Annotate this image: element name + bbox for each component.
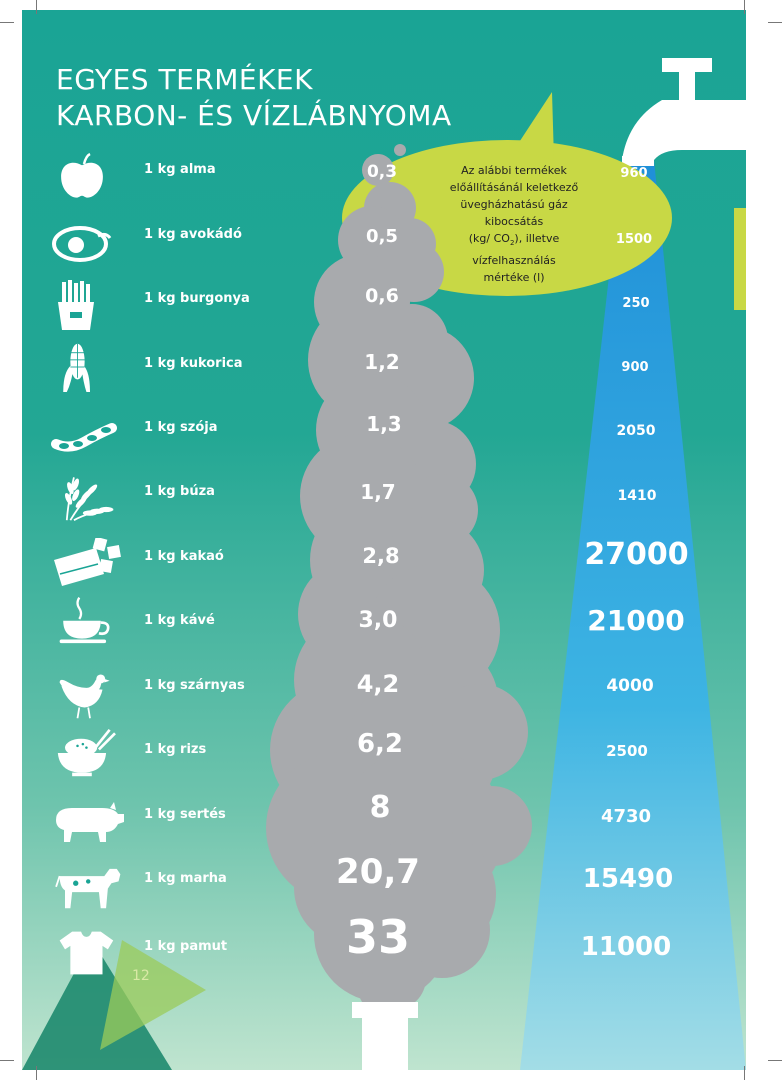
water-value: 4730 bbox=[600, 806, 652, 827]
row-label: 1 kg avokádó bbox=[144, 227, 242, 242]
smoke-cloud bbox=[266, 144, 532, 1010]
bubble-line: vízfelhasználás bbox=[472, 254, 556, 268]
co2-value: 0,3 bbox=[366, 162, 398, 182]
co2-value: 1,2 bbox=[364, 350, 400, 374]
chimney bbox=[352, 1002, 418, 1070]
co2-value: 0,5 bbox=[366, 226, 398, 247]
crop-mark bbox=[768, 1060, 782, 1061]
co2-value: 6,2 bbox=[356, 729, 404, 759]
crop-mark bbox=[0, 1060, 14, 1061]
co2-value: 3,0 bbox=[358, 608, 398, 633]
page-title-line1: EGYES TERMÉKEK bbox=[56, 63, 313, 96]
water-value: 1500 bbox=[615, 232, 653, 247]
crop-mark bbox=[36, 1066, 37, 1080]
co2-value: 4,2 bbox=[356, 670, 400, 698]
row-label: 1 kg kávé bbox=[144, 613, 215, 628]
crop-mark bbox=[744, 0, 745, 14]
background-illustration bbox=[22, 58, 746, 1070]
fries-icon bbox=[58, 280, 94, 330]
co2-value: 8 bbox=[369, 790, 391, 825]
water-value: 21000 bbox=[587, 604, 685, 637]
crop-mark bbox=[768, 22, 782, 23]
page-title: EGYES TERMÉKEK KARBON- ÉS VÍZLÁBNYOMA bbox=[56, 62, 452, 134]
row-label: 1 kg szója bbox=[144, 420, 218, 435]
co2-value: 1,3 bbox=[366, 412, 402, 436]
page-number: 12 bbox=[132, 968, 150, 984]
bubble-text: Az alábbi termékek előállításánál keletk… bbox=[434, 162, 594, 286]
co2-value: 33 bbox=[345, 910, 410, 964]
row-label: 1 kg búza bbox=[144, 484, 215, 499]
bubble-line-part: (kg/ CO bbox=[468, 232, 510, 245]
row-label: 1 kg kukorica bbox=[144, 356, 243, 371]
bubble-line: mértéke (l) bbox=[483, 271, 545, 285]
bubble-line-part: ), illetve bbox=[514, 232, 560, 245]
row-label: 1 kg pamut bbox=[144, 939, 228, 954]
water-stream bbox=[520, 160, 746, 1070]
water-value: 900 bbox=[621, 360, 649, 375]
soybean-icon bbox=[51, 423, 117, 452]
co2-value: 2,8 bbox=[362, 544, 400, 568]
row-label: 1 kg alma bbox=[144, 162, 216, 177]
crop-mark bbox=[0, 22, 14, 23]
co2-value: 20,7 bbox=[336, 852, 420, 892]
water-value: 27000 bbox=[584, 537, 689, 572]
water-value: 2050 bbox=[616, 423, 656, 439]
tap-icon bbox=[622, 58, 746, 166]
row-label: 1 kg szárnyas bbox=[144, 678, 245, 693]
edge-tab bbox=[734, 208, 746, 310]
crop-mark bbox=[36, 0, 37, 14]
wheat-icon bbox=[64, 477, 114, 521]
bubble-line: (kg/ CO2), illetve bbox=[434, 230, 594, 252]
decor-triangle-dark bbox=[22, 940, 172, 1070]
infographic-poster: EGYES TERMÉKEK KARBON- ÉS VÍZLÁBNYOMA Az… bbox=[22, 10, 746, 1070]
chocolate-icon bbox=[54, 538, 121, 586]
water-value: 4000 bbox=[606, 676, 654, 696]
cow-icon bbox=[55, 868, 121, 909]
co2-value: 0,6 bbox=[365, 285, 399, 307]
water-value: 1410 bbox=[617, 488, 657, 504]
tshirt-icon bbox=[59, 931, 114, 975]
row-label: 1 kg kakaó bbox=[144, 549, 224, 564]
pig-icon bbox=[56, 802, 124, 842]
apple-icon bbox=[61, 152, 103, 198]
corn-icon bbox=[63, 343, 90, 392]
water-value: 15490 bbox=[582, 864, 674, 894]
bubble-line: Az alábbi termékek bbox=[461, 164, 567, 177]
bubble-line: üvegházhatású gáz kibocsátás bbox=[460, 198, 568, 228]
page-title-line2: KARBON- ÉS VÍZLÁBNYOMA bbox=[56, 99, 452, 132]
bubble-line: előállításánál keletkező bbox=[449, 181, 579, 194]
coffee-cup-icon bbox=[59, 596, 110, 644]
row-label: 1 kg marha bbox=[144, 871, 227, 886]
bubble-subscript: 2 bbox=[509, 239, 515, 248]
avocado-icon bbox=[52, 226, 112, 262]
water-value: 960 bbox=[620, 166, 648, 181]
row-label: 1 kg rizs bbox=[144, 742, 207, 757]
decor-triangle-light bbox=[100, 940, 206, 1050]
water-value: 11000 bbox=[580, 932, 672, 962]
co2-value: 1,7 bbox=[360, 480, 396, 504]
chicken-icon bbox=[59, 674, 110, 719]
water-value: 2500 bbox=[606, 742, 648, 760]
row-label: 1 kg burgonya bbox=[144, 291, 250, 306]
water-value: 250 bbox=[622, 296, 650, 311]
rice-bowl-icon bbox=[57, 728, 116, 777]
row-label: 1 kg sertés bbox=[144, 807, 226, 822]
crop-mark bbox=[744, 1066, 745, 1080]
